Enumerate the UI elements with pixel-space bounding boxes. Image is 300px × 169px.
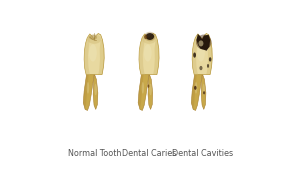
Ellipse shape (194, 86, 196, 90)
Ellipse shape (197, 44, 205, 62)
Ellipse shape (195, 82, 197, 94)
Ellipse shape (148, 84, 149, 88)
Ellipse shape (142, 82, 144, 94)
Ellipse shape (149, 84, 152, 95)
Polygon shape (98, 40, 104, 75)
Polygon shape (83, 75, 94, 110)
Ellipse shape (144, 44, 152, 62)
Polygon shape (139, 33, 159, 75)
Ellipse shape (94, 84, 97, 95)
Polygon shape (139, 34, 145, 75)
Polygon shape (206, 40, 212, 75)
Ellipse shape (142, 34, 156, 44)
Ellipse shape (199, 40, 203, 46)
Polygon shape (84, 33, 104, 75)
Ellipse shape (200, 66, 202, 70)
Ellipse shape (146, 33, 154, 40)
Polygon shape (192, 33, 212, 75)
Polygon shape (138, 75, 149, 110)
Ellipse shape (196, 34, 212, 50)
Polygon shape (201, 75, 206, 110)
Ellipse shape (87, 82, 89, 94)
Polygon shape (148, 75, 153, 110)
Ellipse shape (89, 44, 97, 62)
Ellipse shape (87, 34, 101, 44)
Polygon shape (153, 40, 159, 75)
Ellipse shape (89, 35, 97, 40)
Polygon shape (196, 34, 210, 51)
Text: Dental Caries: Dental Caries (122, 149, 176, 158)
Polygon shape (138, 75, 143, 110)
Text: Dental Cavities: Dental Cavities (172, 149, 233, 158)
Polygon shape (191, 75, 197, 110)
Ellipse shape (144, 35, 147, 39)
Ellipse shape (193, 53, 196, 58)
Ellipse shape (202, 84, 205, 95)
Ellipse shape (203, 91, 205, 94)
Polygon shape (192, 34, 198, 75)
Ellipse shape (209, 57, 211, 62)
Polygon shape (83, 75, 89, 110)
Polygon shape (191, 75, 202, 110)
Ellipse shape (144, 32, 155, 41)
Ellipse shape (207, 64, 209, 68)
Polygon shape (84, 34, 90, 75)
Polygon shape (93, 75, 98, 110)
Text: Normal Tooth: Normal Tooth (68, 149, 121, 158)
